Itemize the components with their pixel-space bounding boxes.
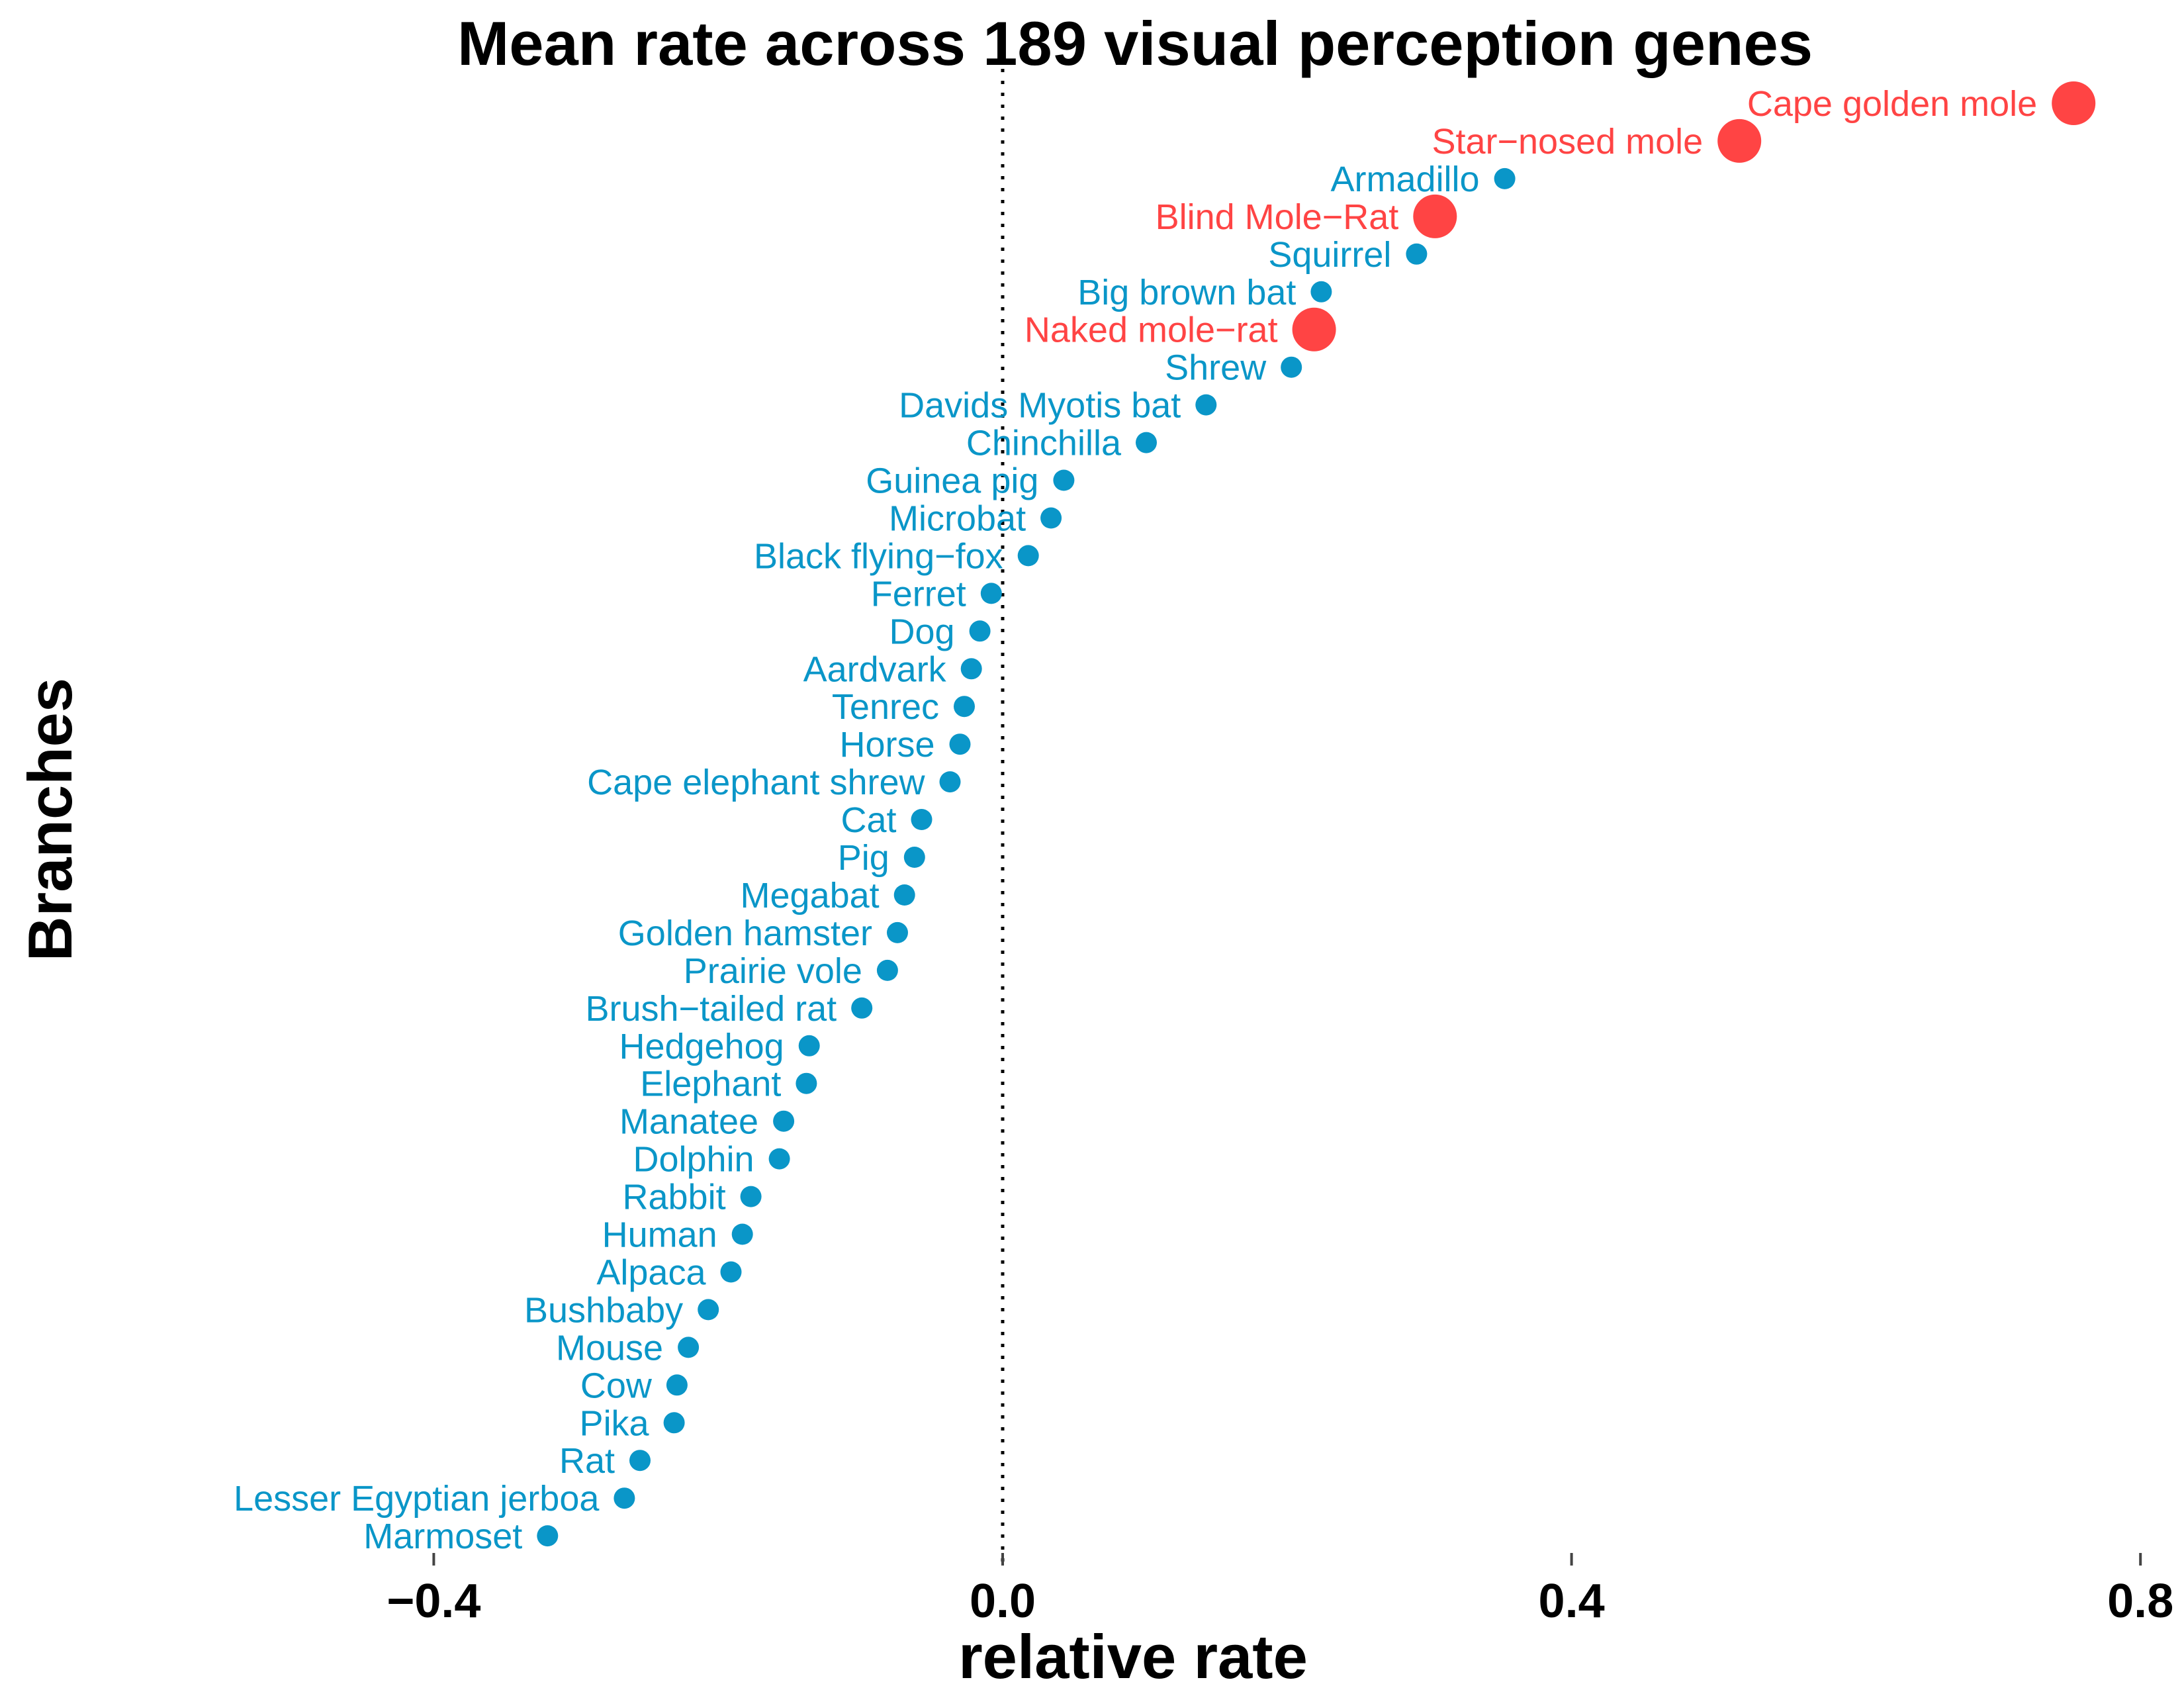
data-point-label: Horse [839,725,934,765]
data-point [740,1186,762,1207]
data-point [731,1223,753,1245]
data-point [960,658,982,680]
data-point-label: Davids Myotis bat [899,386,1181,426]
data-point-label: Black flying−fox [754,536,1003,576]
data-point-label: Tenrec [832,687,939,727]
data-point-label: Cat [841,800,896,840]
data-point-label: Rat [559,1441,615,1481]
x-tick-label: −0.4 [387,1575,480,1628]
data-point-highlight [1292,307,1336,352]
data-point-label: Human [602,1215,717,1255]
data-point-label: Dog [889,612,955,651]
data-point-label: Big brown bat [1077,273,1296,312]
data-point [796,1072,817,1094]
data-point-label: Naked mole−rat [1024,310,1278,350]
data-point [980,583,1002,604]
data-point-label: Alpaca [596,1253,706,1293]
data-point [768,1148,790,1170]
data-point [1195,394,1217,416]
x-tick-label: 0.8 [2107,1575,2173,1628]
data-point-label: Pika [580,1403,650,1443]
data-point-label: Guinea pig [866,461,1038,501]
data-point [949,733,971,755]
data-point-label: Pig [838,838,889,878]
data-point [678,1336,700,1358]
data-point-label: Star−nosed mole [1432,122,1703,162]
data-point-highlight [2052,81,2096,125]
data-point [1494,167,1516,189]
data-point [876,959,898,981]
data-point [666,1374,688,1396]
x-tick-label: 0.4 [1539,1575,1605,1628]
data-point-label: Rabbit [623,1178,726,1217]
data-point [1310,281,1332,303]
data-point [887,921,908,943]
data-point-label: Ferret [871,574,966,614]
data-point [1017,545,1039,567]
data-point-label: Cape golden mole [1747,84,2037,124]
plot-area: Cape golden mole Star−nosed moleArmadillo… [234,81,2096,1556]
data-point [614,1487,635,1509]
data-point-label: Squirrel [1268,235,1391,275]
data-point [969,620,991,642]
data-point-label: Cow [580,1366,653,1405]
data-point-label: Shrew [1165,348,1267,388]
data-point-label: Hedgehog [619,1027,784,1066]
data-point [798,1035,820,1056]
data-point [698,1299,719,1321]
data-point [893,884,915,906]
data-point-label: Blind Mole−Rat [1156,197,1399,237]
data-point-label: Brush−tailed rat [585,989,837,1029]
data-point-highlight [1717,118,1762,163]
data-point-label: Armadillo [1331,160,1480,199]
data-point [720,1261,742,1283]
data-point [911,809,933,830]
y-axis-label: Branches [15,678,85,961]
data-point [1040,507,1062,529]
data-point-label: Chinchilla [966,424,1122,463]
data-point [537,1525,559,1547]
x-axis: −0.4 0.0 0.4 0.8 [387,1553,2173,1628]
data-point [1406,243,1428,265]
data-point-label: Aardvark [803,649,947,689]
data-point [1281,356,1302,378]
data-point-highlight [1413,194,1457,238]
data-point-label: Golden hamster [618,914,872,953]
data-point [629,1450,651,1472]
data-point [851,997,873,1019]
data-point [1053,469,1075,491]
data-point-label: Bushbaby [524,1290,683,1330]
data-point [773,1110,795,1132]
data-point [954,696,975,718]
data-point-label: Lesser Egyptian jerboa [234,1479,600,1519]
data-point-label: Microbat [889,499,1026,539]
data-point-label: Megabat [741,876,880,915]
data-point-label: Elephant [640,1064,781,1104]
data-point-label: Dolphin [633,1140,754,1180]
data-point-label: Manatee [619,1102,758,1142]
data-point-label: Marmoset [363,1517,522,1556]
data-point [663,1412,685,1434]
data-point [1136,432,1157,453]
x-tick-label: 0.0 [970,1575,1036,1628]
data-point-label: Cape elephant shrew [587,763,925,802]
x-axis-label: relative rate [958,1622,1308,1688]
data-point-label: Prairie vole [684,951,862,991]
data-point-label: Mouse [556,1328,663,1368]
chart-title: Mean rate across 189 visual perception g… [457,9,1813,78]
data-point [903,847,925,868]
data-point [939,771,961,793]
